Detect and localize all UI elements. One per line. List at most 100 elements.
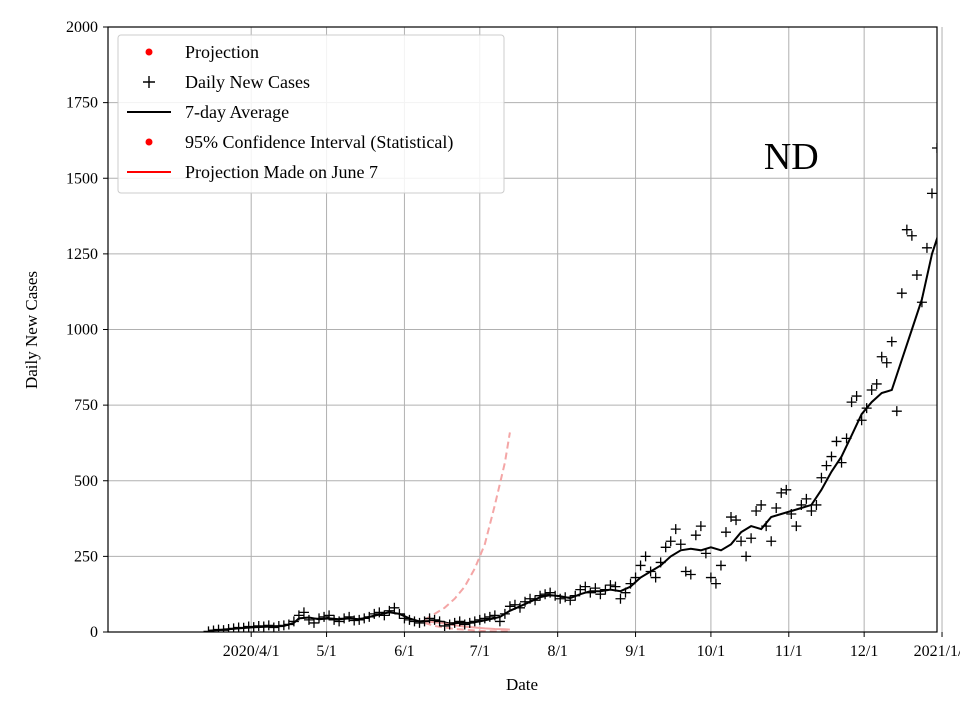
series-group (203, 15, 960, 632)
x-tick-label: 8/1 (547, 643, 567, 660)
daily-case-point (359, 613, 370, 624)
daily-case-point (605, 580, 616, 591)
daily-case-point (449, 617, 460, 628)
daily-case-point (816, 472, 827, 483)
x-tick-label: 9/1 (625, 643, 645, 660)
daily-case-point (751, 506, 762, 516)
daily-case-point (726, 512, 737, 523)
daily-case-point (595, 589, 606, 600)
daily-case-point (720, 527, 731, 538)
daily-case-point (379, 610, 390, 621)
daily-case-point (871, 378, 882, 389)
daily-case-point (414, 617, 425, 628)
daily-case-point (831, 436, 842, 447)
daily-case-point (620, 587, 631, 598)
daily-case-point (459, 619, 470, 630)
daily-case-point (705, 572, 716, 583)
x-ticks: 2020/4/1 5/1 6/1 7/1 8/1 9/1 10/1 11/1 12/1 2021/… (223, 632, 960, 660)
daily-case-point (811, 499, 822, 510)
y-tick-label: 2000 (66, 19, 98, 36)
daily-case-point (801, 493, 812, 504)
legend-box (117, 34, 505, 194)
daily-case-point (409, 616, 420, 627)
projection-point (949, 205, 956, 212)
legend-marker-projection (145, 48, 153, 56)
daily-case-point (288, 616, 299, 627)
daily-case-point (479, 613, 490, 624)
x-tick-label: 12/1 (850, 643, 878, 660)
daily-case-point (650, 572, 661, 583)
daily-case-point (826, 451, 837, 462)
daily-case-point (665, 536, 676, 547)
daily-case-point (545, 587, 556, 598)
x-tick-label: 2020/4/1 (223, 643, 280, 660)
daily-case-point (736, 536, 747, 547)
daily-case-point (218, 625, 229, 632)
daily-case-point (685, 569, 696, 580)
daily-case-point (525, 593, 536, 604)
daily-case-point (429, 614, 440, 625)
daily-case-point (560, 592, 571, 603)
daily-case-point (329, 614, 340, 625)
daily-case-point (474, 614, 485, 625)
daily-case-point (324, 610, 335, 621)
daily-case-point (741, 551, 752, 562)
series-line-projection-made-on-june-7-lower-band (424, 621, 510, 632)
daily-case-point (364, 611, 375, 622)
y-axis-label: Daily New Cases (22, 271, 41, 389)
legend-marker-confidence-interval (145, 138, 153, 146)
daily-case-point (896, 288, 907, 299)
daily-case-point (469, 616, 480, 627)
daily-case-point (600, 584, 611, 595)
daily-case-point (238, 622, 249, 632)
series-line-95-confidence-interval-statistical-lower (945, 224, 960, 578)
daily-case-point (861, 403, 872, 414)
daily-case-point (746, 533, 757, 544)
daily-case-point (540, 589, 551, 600)
daily-case-point (293, 610, 304, 621)
daily-case-point (655, 557, 666, 568)
x-axis-label: Date (506, 675, 538, 694)
daily-case-point (771, 502, 782, 513)
daily-case-point (580, 581, 591, 592)
x-tick-label: 7/1 (470, 643, 490, 660)
y-tick-label: 500 (74, 473, 98, 490)
daily-case-point (514, 602, 525, 613)
y-tick-label: 750 (74, 397, 98, 414)
daily-case-point (836, 457, 847, 468)
daily-case-point (781, 484, 792, 495)
daily-case-point (570, 590, 581, 601)
y-tick-label: 1500 (66, 170, 98, 187)
daily-case-point (394, 608, 405, 619)
series-layer (203, 15, 960, 632)
daily-case-point (851, 391, 862, 402)
daily-case-point (690, 530, 701, 541)
daily-case-point (806, 506, 817, 516)
daily-case-point (298, 607, 309, 618)
daily-case-point (384, 605, 395, 616)
x-tick-label: 10/1 (697, 643, 725, 660)
daily-case-point (263, 620, 274, 631)
legend-label-7-day-average: 7-day Average (185, 102, 289, 122)
legend-label-daily-new-cases: Daily New Cases (185, 72, 310, 92)
daily-case-point (535, 590, 546, 601)
daily-case-point (932, 143, 937, 153)
daily-case-point (630, 572, 641, 583)
x-tick-label: 5/1 (316, 643, 336, 660)
daily-case-point (530, 595, 541, 606)
series-line-95-confidence-interval-statistical-upper (945, 15, 960, 215)
daily-case-point (635, 560, 646, 571)
daily-case-point (886, 336, 897, 347)
daily-case-point (901, 224, 912, 235)
daily-case-point (776, 487, 787, 498)
legend: Projection Daily New Cases 7-day Average… (117, 34, 505, 194)
daily-case-point (419, 616, 430, 627)
daily-case-point (916, 297, 927, 308)
projection-point (956, 196, 960, 203)
daily-case-point (439, 620, 450, 631)
daily-case-point (303, 614, 314, 625)
daily-case-point (278, 620, 289, 631)
daily-case-point (841, 433, 852, 444)
daily-case-point (434, 616, 445, 627)
